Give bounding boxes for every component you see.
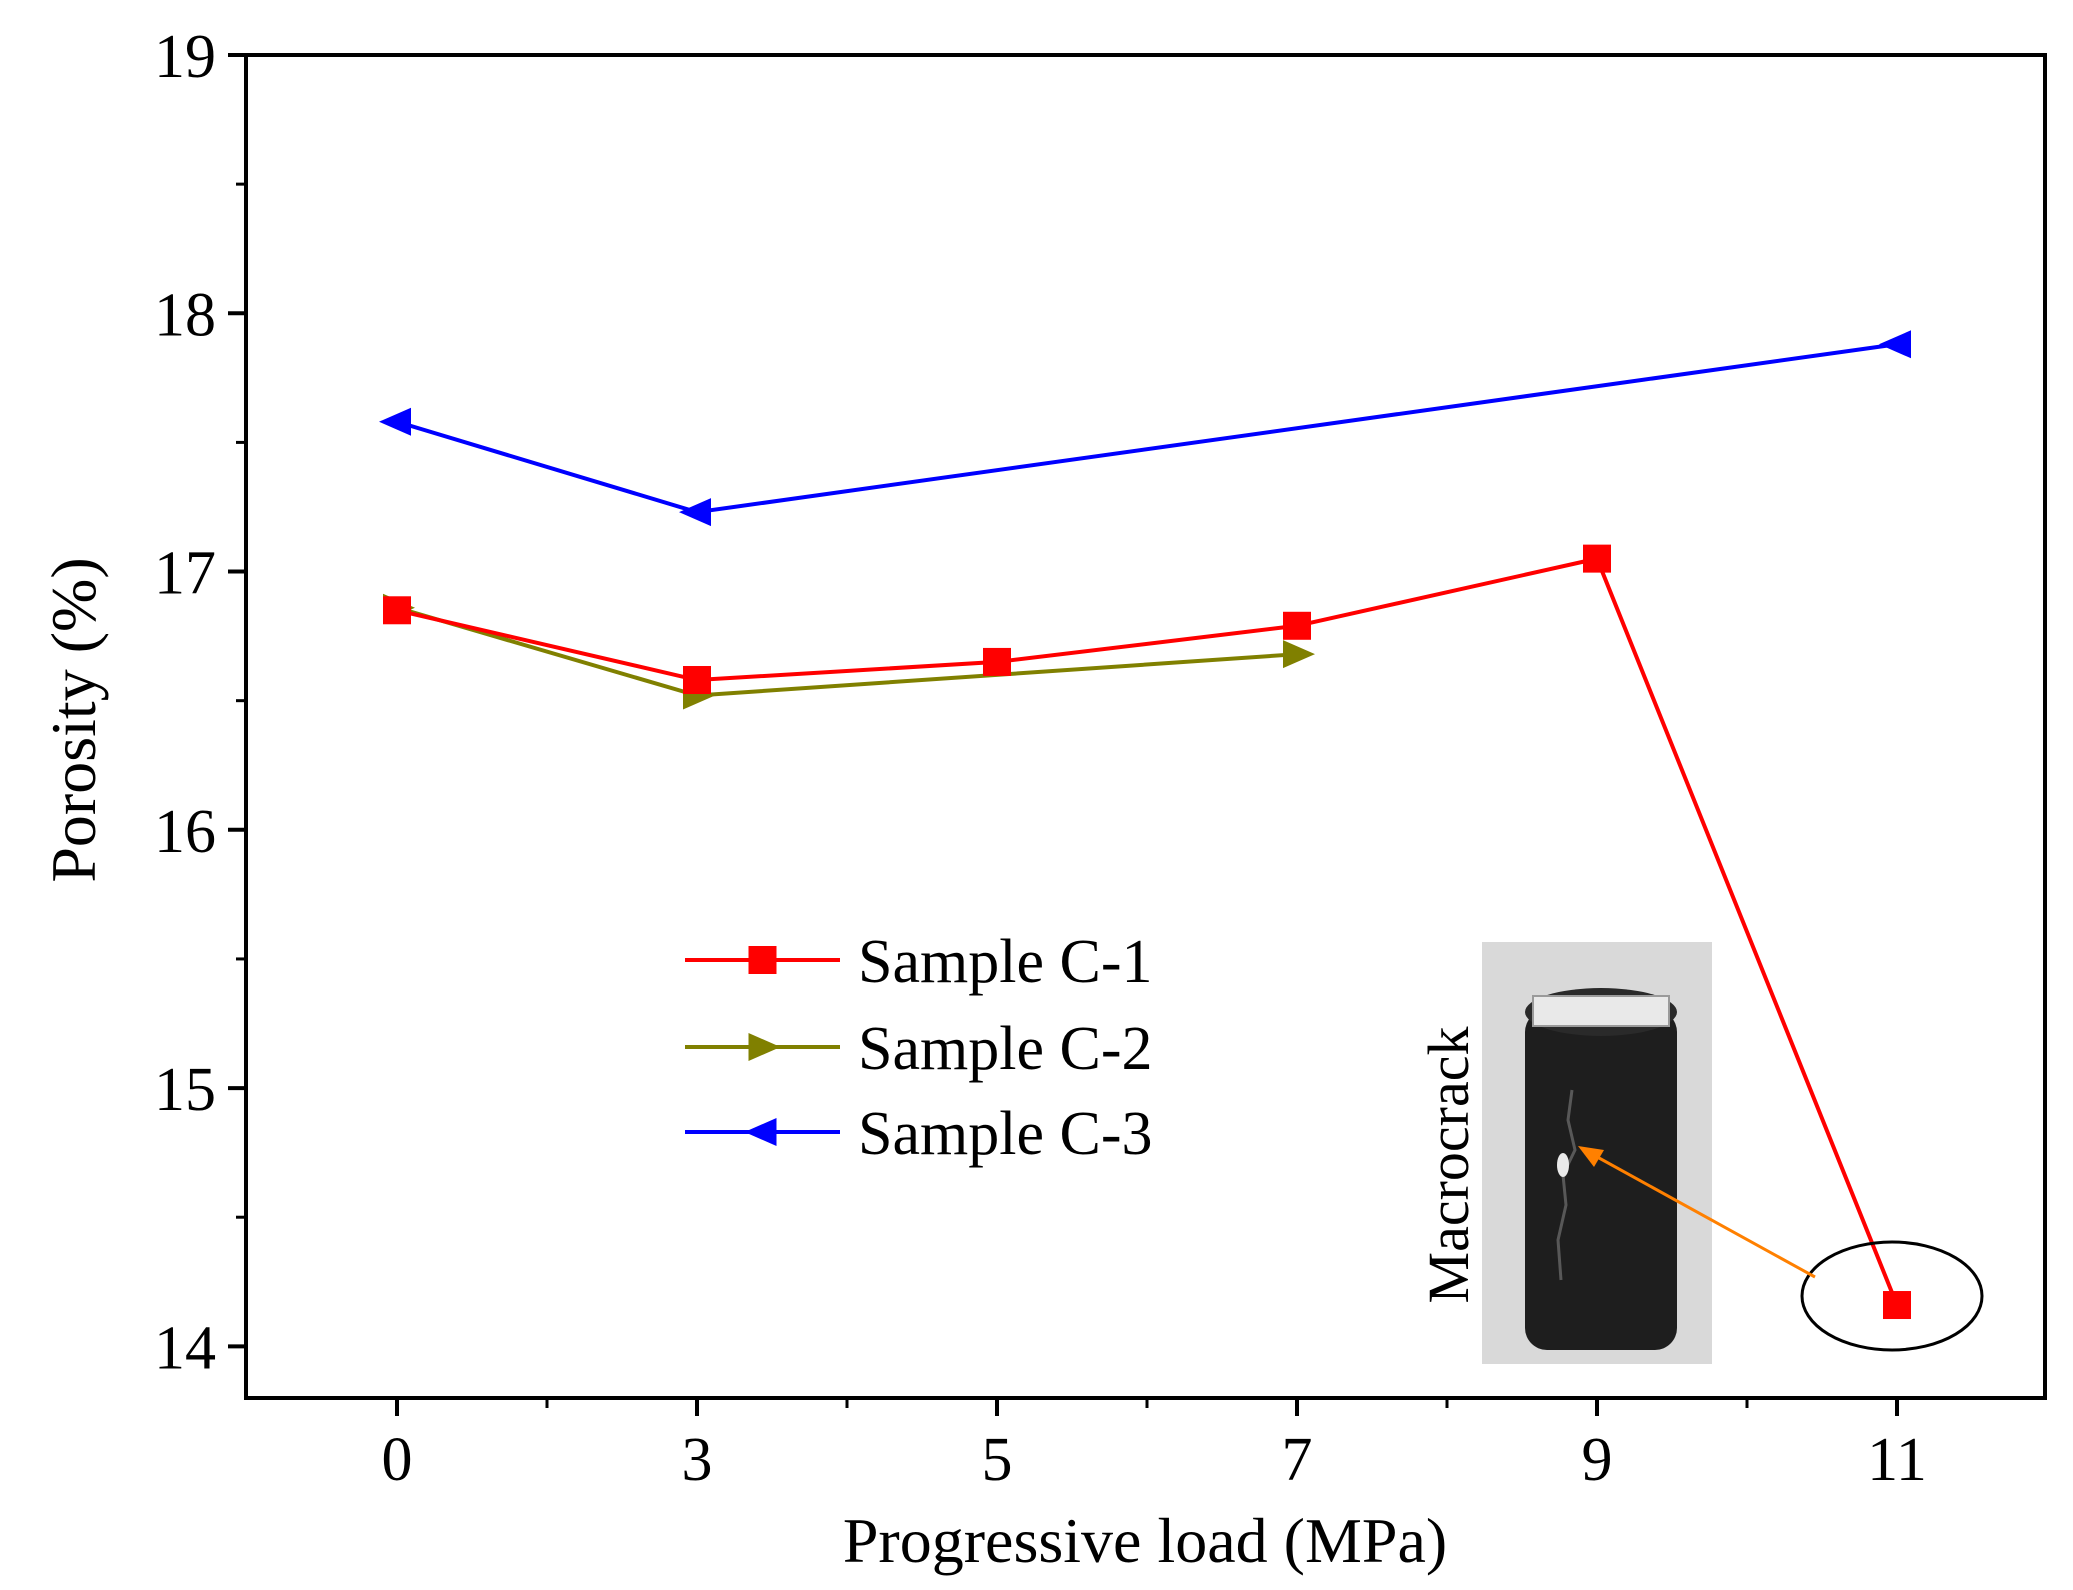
macrocrack-label: Macrocrack <box>1416 1027 1481 1304</box>
series-sample-c-3 <box>379 330 1911 527</box>
series-sample-c-1 <box>383 544 1911 1320</box>
series-line <box>396 342 1898 515</box>
data-point <box>683 666 711 695</box>
legend-item-2: Sample C-2 <box>685 1015 1152 1083</box>
highlight-circle <box>1800 1240 1984 1352</box>
data-point <box>1879 330 1911 359</box>
legend-item-3: Sample C-3 <box>685 1100 1152 1168</box>
crack-highlight <box>1557 1153 1569 1177</box>
data-point <box>1883 1291 1911 1320</box>
legend-label: Sample C-2 <box>858 1015 1152 1083</box>
data-point <box>1583 544 1611 573</box>
y-tick-label: 17 <box>154 540 216 608</box>
y-axis-label: Porosity (%) <box>38 557 109 882</box>
sample-label-sticker <box>1532 995 1670 1027</box>
legend-marker <box>748 1033 781 1061</box>
y-tick-label: 15 <box>154 1056 216 1124</box>
plot-frame <box>244 53 2047 1400</box>
legend-label: Sample C-1 <box>858 928 1152 996</box>
series-line <box>396 605 1298 698</box>
macrocrack-arrow <box>1589 1151 1816 1279</box>
ticks: 14 15 16 17 18 19 0 3 5 7 9 11 <box>154 23 1927 1494</box>
axes <box>244 53 2047 1400</box>
legend-item-1: Sample C-1 <box>685 928 1152 996</box>
y-tick-label: 19 <box>154 23 216 91</box>
x-tick-label: 5 <box>982 1426 1013 1494</box>
x-tick-label: 11 <box>1867 1426 1927 1494</box>
macrocrack-arrow-head <box>1578 1146 1604 1167</box>
data-point <box>383 596 411 625</box>
macrocrack-inset: Macrocrack <box>1416 942 1984 1364</box>
x-tick-label: 9 <box>1582 1426 1613 1494</box>
y-tick-label: 14 <box>154 1314 216 1382</box>
series-line <box>396 556 1899 1306</box>
data-point <box>1283 611 1311 640</box>
series-sample-c-2 <box>383 593 1315 710</box>
legend: Sample C-1 Sample C-2 Sample C-3 <box>685 928 1152 1168</box>
x-tick-label: 3 <box>682 1426 713 1494</box>
data-point <box>983 647 1011 676</box>
data-point <box>679 498 711 527</box>
y-tick-label: 18 <box>154 281 216 349</box>
legend-marker <box>748 946 777 974</box>
x-tick-label: 0 <box>382 1426 413 1494</box>
legend-label: Sample C-3 <box>858 1100 1152 1168</box>
coal-cylinder-body <box>1525 1010 1677 1350</box>
series-layer <box>379 330 1911 1320</box>
y-tick-label: 16 <box>154 798 216 866</box>
data-point <box>1283 640 1315 669</box>
data-point <box>379 407 411 436</box>
legend-marker <box>744 1118 777 1146</box>
x-axis-label: Progressive load (MPa) <box>843 1505 1447 1576</box>
x-tick-label: 7 <box>1282 1426 1313 1494</box>
